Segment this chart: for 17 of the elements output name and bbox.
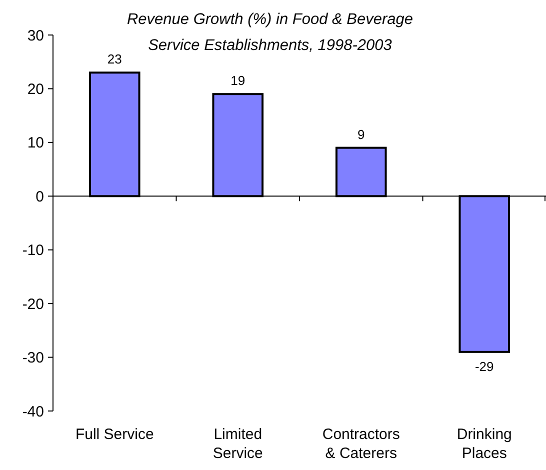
x-tick-label: Full Service bbox=[75, 426, 154, 443]
y-tick-label: 10 bbox=[27, 134, 44, 152]
y-tick-label: 0 bbox=[36, 188, 44, 206]
data-label: -29 bbox=[474, 358, 494, 374]
y-tick-label: 30 bbox=[27, 27, 44, 44]
x-tick-label: Limited Service bbox=[212, 426, 263, 462]
x-tick-label: Drinking Places bbox=[456, 426, 512, 462]
y-tick-label: -40 bbox=[22, 403, 44, 420]
x-tick-label: Contractors & Caterers bbox=[322, 426, 400, 462]
y-tick-label: -20 bbox=[22, 296, 44, 313]
y-tick-label: -10 bbox=[22, 242, 44, 260]
y-tick-label: -30 bbox=[22, 350, 44, 367]
data-label: 23 bbox=[107, 52, 122, 67]
chart-title: Revenue Growth (%) in Food & Beverage Service Establishments, 1998-2003 bbox=[126, 11, 414, 54]
data-label: 19 bbox=[230, 73, 246, 88]
data-label: 9 bbox=[358, 126, 365, 142]
y-tick-label: 20 bbox=[27, 80, 44, 98]
